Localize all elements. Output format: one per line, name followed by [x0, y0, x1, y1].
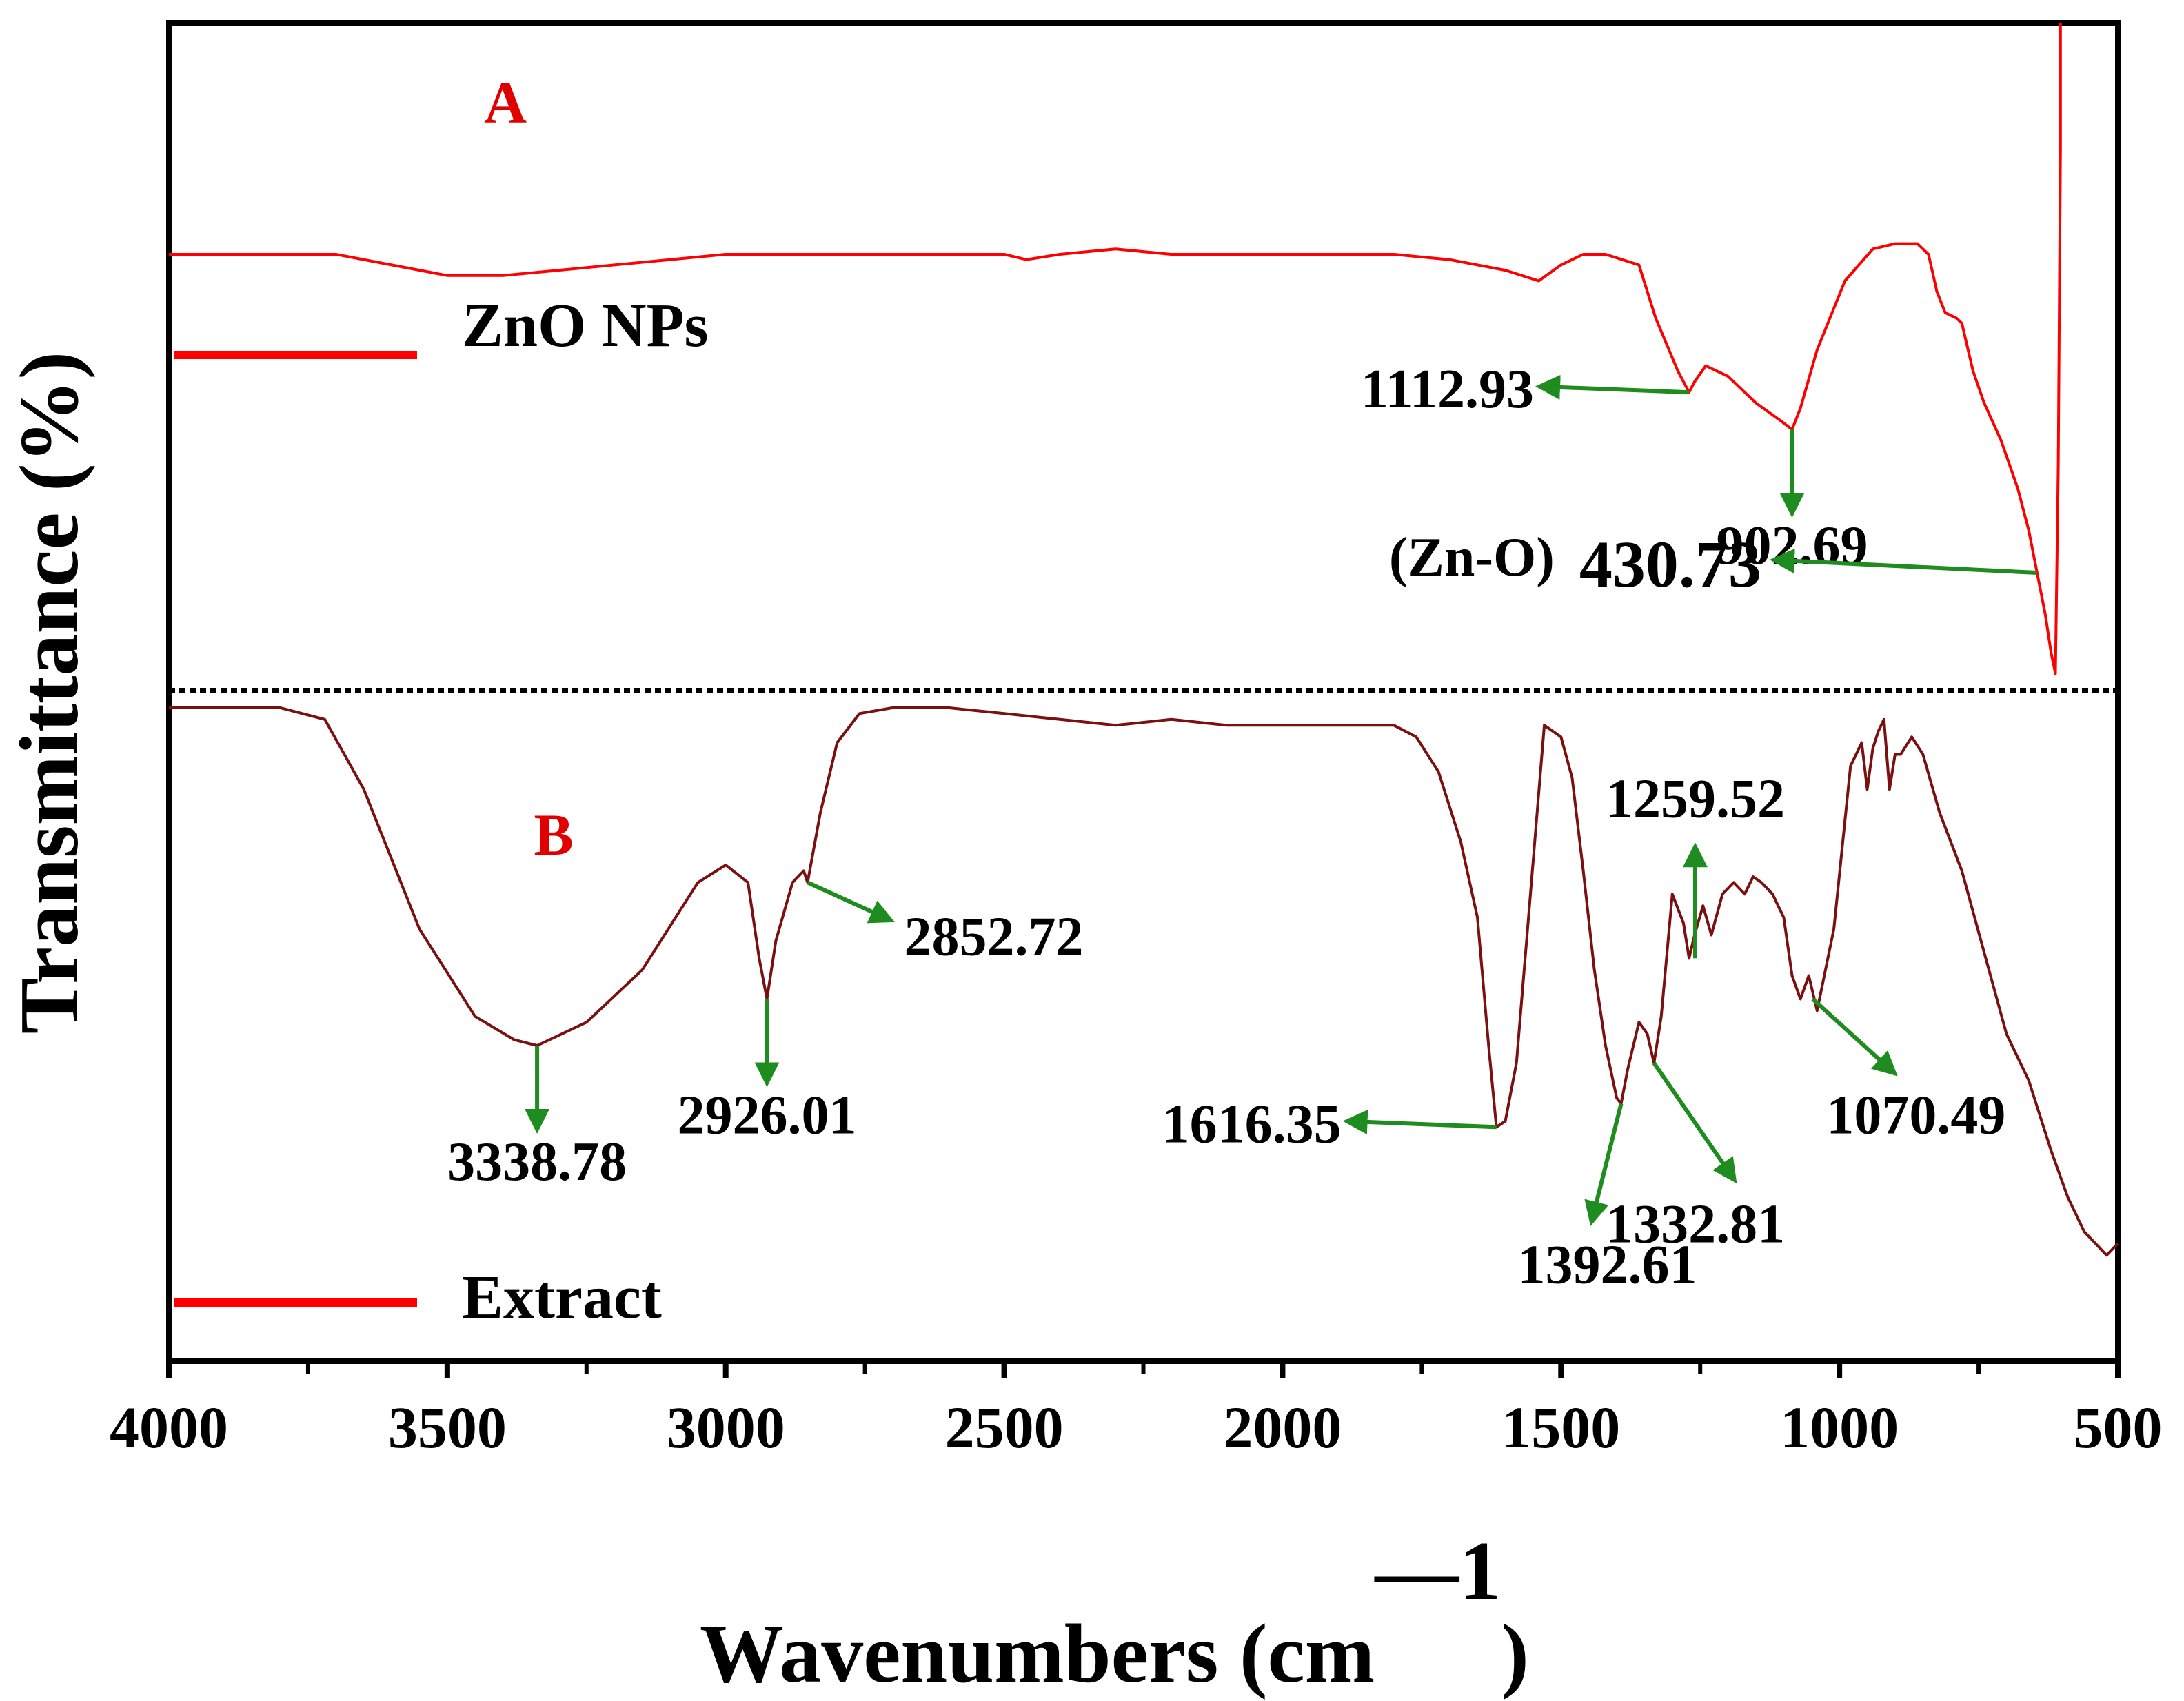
annotation-label: 1259.52: [1606, 768, 1785, 829]
annotation-label: 2926.01: [677, 1085, 856, 1145]
series-layer: [169, 23, 2119, 1257]
annotation-label: 430.73: [1579, 527, 1761, 601]
series-line-a: [169, 23, 2062, 675]
annotation-label: 1332.81: [1606, 1194, 1785, 1254]
annotation-arrow: [1535, 374, 1690, 400]
legend-label-zno: ZnO NPs: [462, 292, 709, 360]
x-tick-label: 3500: [388, 1394, 507, 1460]
annotation-label: 3338.78: [447, 1132, 627, 1192]
panel-a-frame: [166, 20, 2121, 689]
x-tick-label: 2500: [945, 1394, 1064, 1460]
x-tick-label: 1500: [1502, 1394, 1620, 1460]
x-tick-label: 4000: [110, 1394, 228, 1460]
annotation-arrow: [807, 880, 895, 924]
annotation-label: 1392.61: [1518, 1235, 1697, 1296]
annotation-label: 1070.49: [1826, 1085, 2005, 1145]
legend-label-extract: Extract: [462, 1263, 662, 1332]
y-axis-label: Transmittance (%): [3, 352, 96, 1034]
annotation-arrow: [1584, 1103, 1624, 1226]
x-tick-label: 1000: [1780, 1394, 1899, 1460]
panel-a-label: A: [484, 70, 527, 136]
series-line-b: [169, 706, 2119, 1257]
annotation-arrow: [1769, 548, 2038, 575]
x-tick-label: 500: [2074, 1394, 2163, 1460]
x-tick-label: 3000: [667, 1394, 785, 1460]
panel-b-frame: [166, 689, 2121, 1364]
x-tick-label: 2000: [1223, 1394, 1342, 1460]
annotation-label: 2852.72: [904, 906, 1083, 967]
panel-b-label: B: [534, 802, 573, 868]
annotation-prefix: (Zn-O): [1389, 527, 1555, 588]
x-axis-label: Wavenumbers (cm—1): [700, 1525, 1529, 1700]
annotation-label: 1112.93: [1361, 359, 1534, 420]
annotation-arrow: [1811, 997, 1898, 1077]
annotation-label: 1616.35: [1162, 1094, 1342, 1154]
annotations-layer: 1112.93902.69430.73(Zn-O)3338.782926.012…: [447, 359, 2038, 1296]
annotation-arrow: [1342, 1110, 1497, 1134]
annotation-arrow: [1652, 1061, 1737, 1184]
x-axis: 4000 3500 3000 2500 2000 1500 1000 500: [110, 1361, 2163, 1460]
